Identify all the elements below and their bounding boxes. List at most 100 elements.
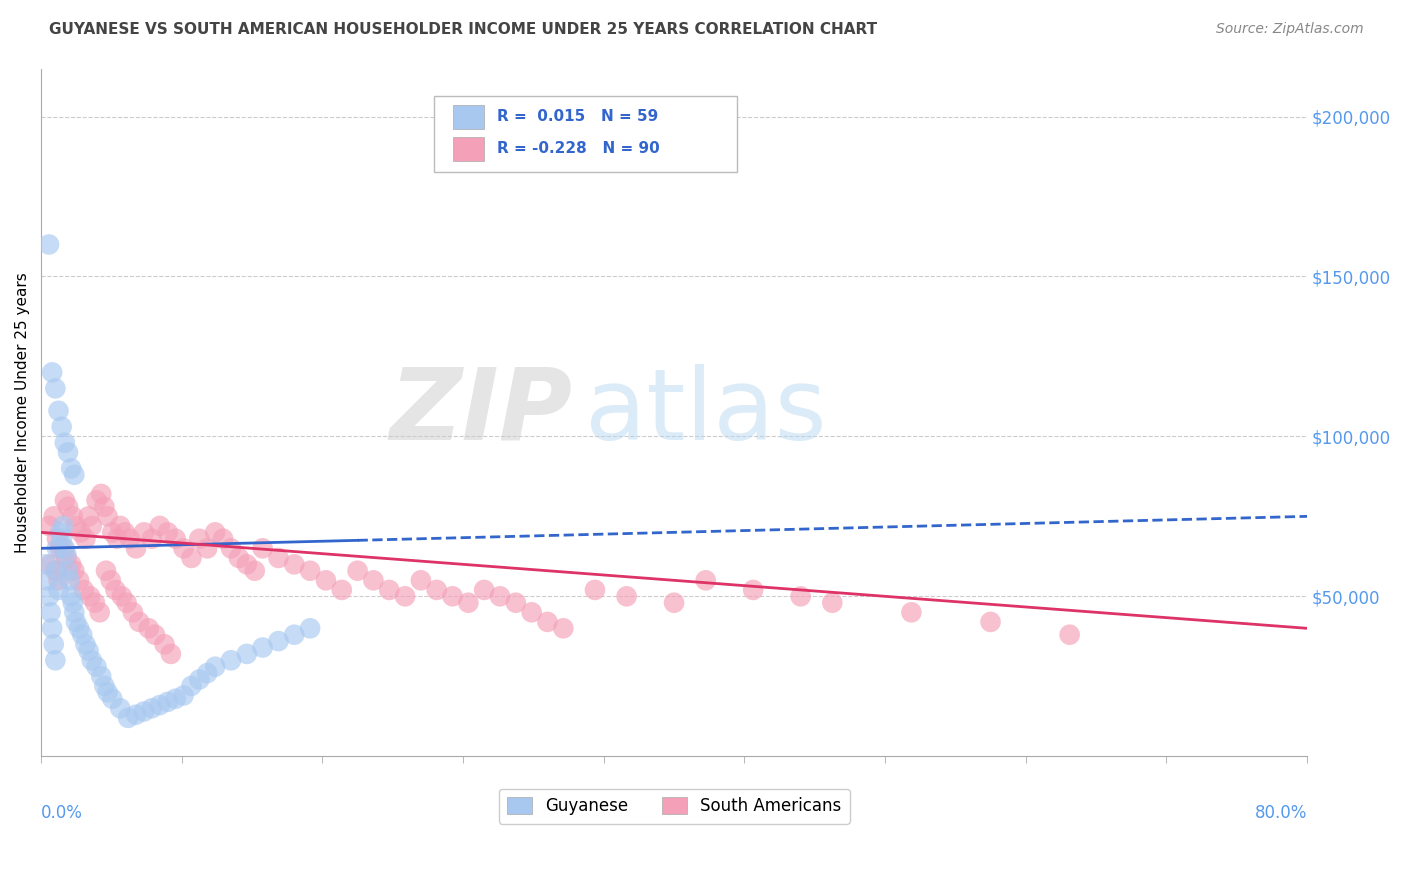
Point [132,705,155,719]
Point [56,564,79,578]
Point [63,564,86,578]
Point [505,596,527,610]
Point [195,541,218,556]
Point [104,582,127,597]
Point [143,628,166,642]
Point [160,647,183,661]
Point [75,637,97,651]
Point [45,541,67,556]
Point [67,621,90,635]
Point [363,574,385,588]
Point [49,525,72,540]
Point [583,582,606,597]
Point [35,558,58,572]
Point [173,689,195,703]
Point [252,541,274,556]
Y-axis label: Householder Income Under 25 years: Householder Income Under 25 years [15,272,30,553]
Point [219,541,242,556]
Point [138,621,160,635]
Point [236,558,259,572]
Point [283,628,305,642]
Point [62,509,84,524]
Point [38,590,60,604]
Text: 80.0%: 80.0% [1254,805,1308,822]
Point [315,574,337,588]
Text: 0.0%: 0.0% [41,805,83,822]
Point [77,643,100,657]
Point [141,532,163,546]
Point [441,590,464,604]
Point [742,582,765,597]
Point [110,519,132,533]
Point [789,590,811,604]
Point [44,653,66,667]
Bar [453,104,484,128]
Point [56,500,79,514]
Point [188,532,211,546]
Point [101,525,124,540]
Point [73,582,96,597]
Point [60,590,83,604]
Point [53,493,76,508]
Point [63,605,86,619]
Point [141,701,163,715]
Point [409,574,432,588]
Point [44,564,66,578]
Point [49,541,72,556]
Point [243,564,266,578]
Point [45,564,67,578]
Point [180,550,202,565]
Point [472,582,495,597]
Point [165,691,187,706]
Point [204,525,226,540]
Point [53,541,76,556]
Point [283,558,305,572]
Point [695,574,717,588]
Point [53,435,76,450]
Point [980,615,1002,629]
Text: atlas: atlas [585,364,827,461]
Point [1059,628,1081,642]
Point [62,596,84,610]
Point [105,532,128,546]
Point [204,659,226,673]
Point [77,509,100,524]
Point [346,564,368,578]
Point [212,532,235,546]
Point [378,582,401,597]
Point [228,550,250,565]
Point [94,564,117,578]
Text: R = -0.228   N = 90: R = -0.228 N = 90 [496,142,659,156]
Point [48,404,70,418]
Point [60,558,83,572]
Point [149,698,172,712]
Point [58,574,80,588]
Point [65,519,87,533]
Point [80,653,103,667]
Point [65,615,87,629]
Point [662,596,685,610]
Point [330,582,353,597]
Point [72,628,94,642]
Bar [453,137,484,161]
Point [67,574,90,588]
Point [93,500,115,514]
Point [128,615,150,629]
Point [42,637,65,651]
Text: ZIP: ZIP [389,364,572,461]
Point [219,653,242,667]
Point [821,596,844,610]
Point [48,574,70,588]
Point [156,695,179,709]
Point [52,519,75,533]
Point [37,574,59,588]
Point [51,419,73,434]
Point [520,605,543,619]
Point [267,550,290,565]
Point [39,605,62,619]
Point [63,467,86,482]
Point [117,711,139,725]
Point [616,590,638,604]
Point [153,637,176,651]
Point [79,590,101,604]
